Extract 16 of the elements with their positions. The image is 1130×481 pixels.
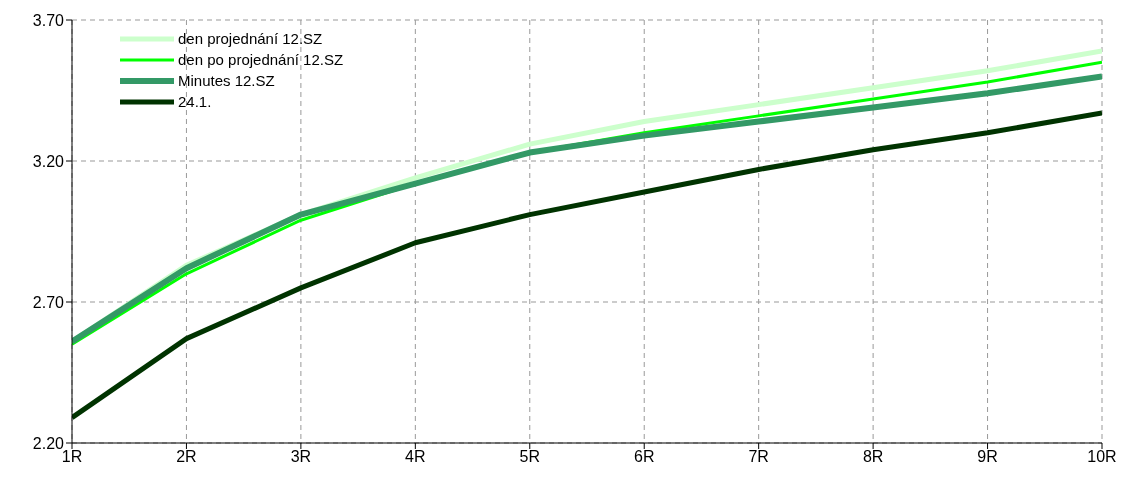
legend-label: Minutes 12.SZ [178,72,275,89]
x-tick-label: 6R [634,448,655,466]
x-tick-label: 10R [1087,448,1117,466]
x-tick-label: 9R [977,448,998,466]
x-tick-label: 2R [176,448,197,466]
x-tick-label: 7R [748,448,769,466]
y-tick-label: 3.70 [32,11,65,29]
x-tick-label: 4R [405,448,426,466]
x-tick-label: 3R [290,448,312,466]
x-tick-label: 8R [862,448,884,466]
legend-label: den projednání 12.SZ [178,30,323,47]
legend-label: den po projednání 12.SZ [178,51,344,68]
legend-label: 24.1. [178,93,212,110]
x-tick-label: 5R [519,448,540,466]
y-tick-label: 2.70 [32,293,65,311]
y-tick-label: 3.20 [32,152,65,170]
